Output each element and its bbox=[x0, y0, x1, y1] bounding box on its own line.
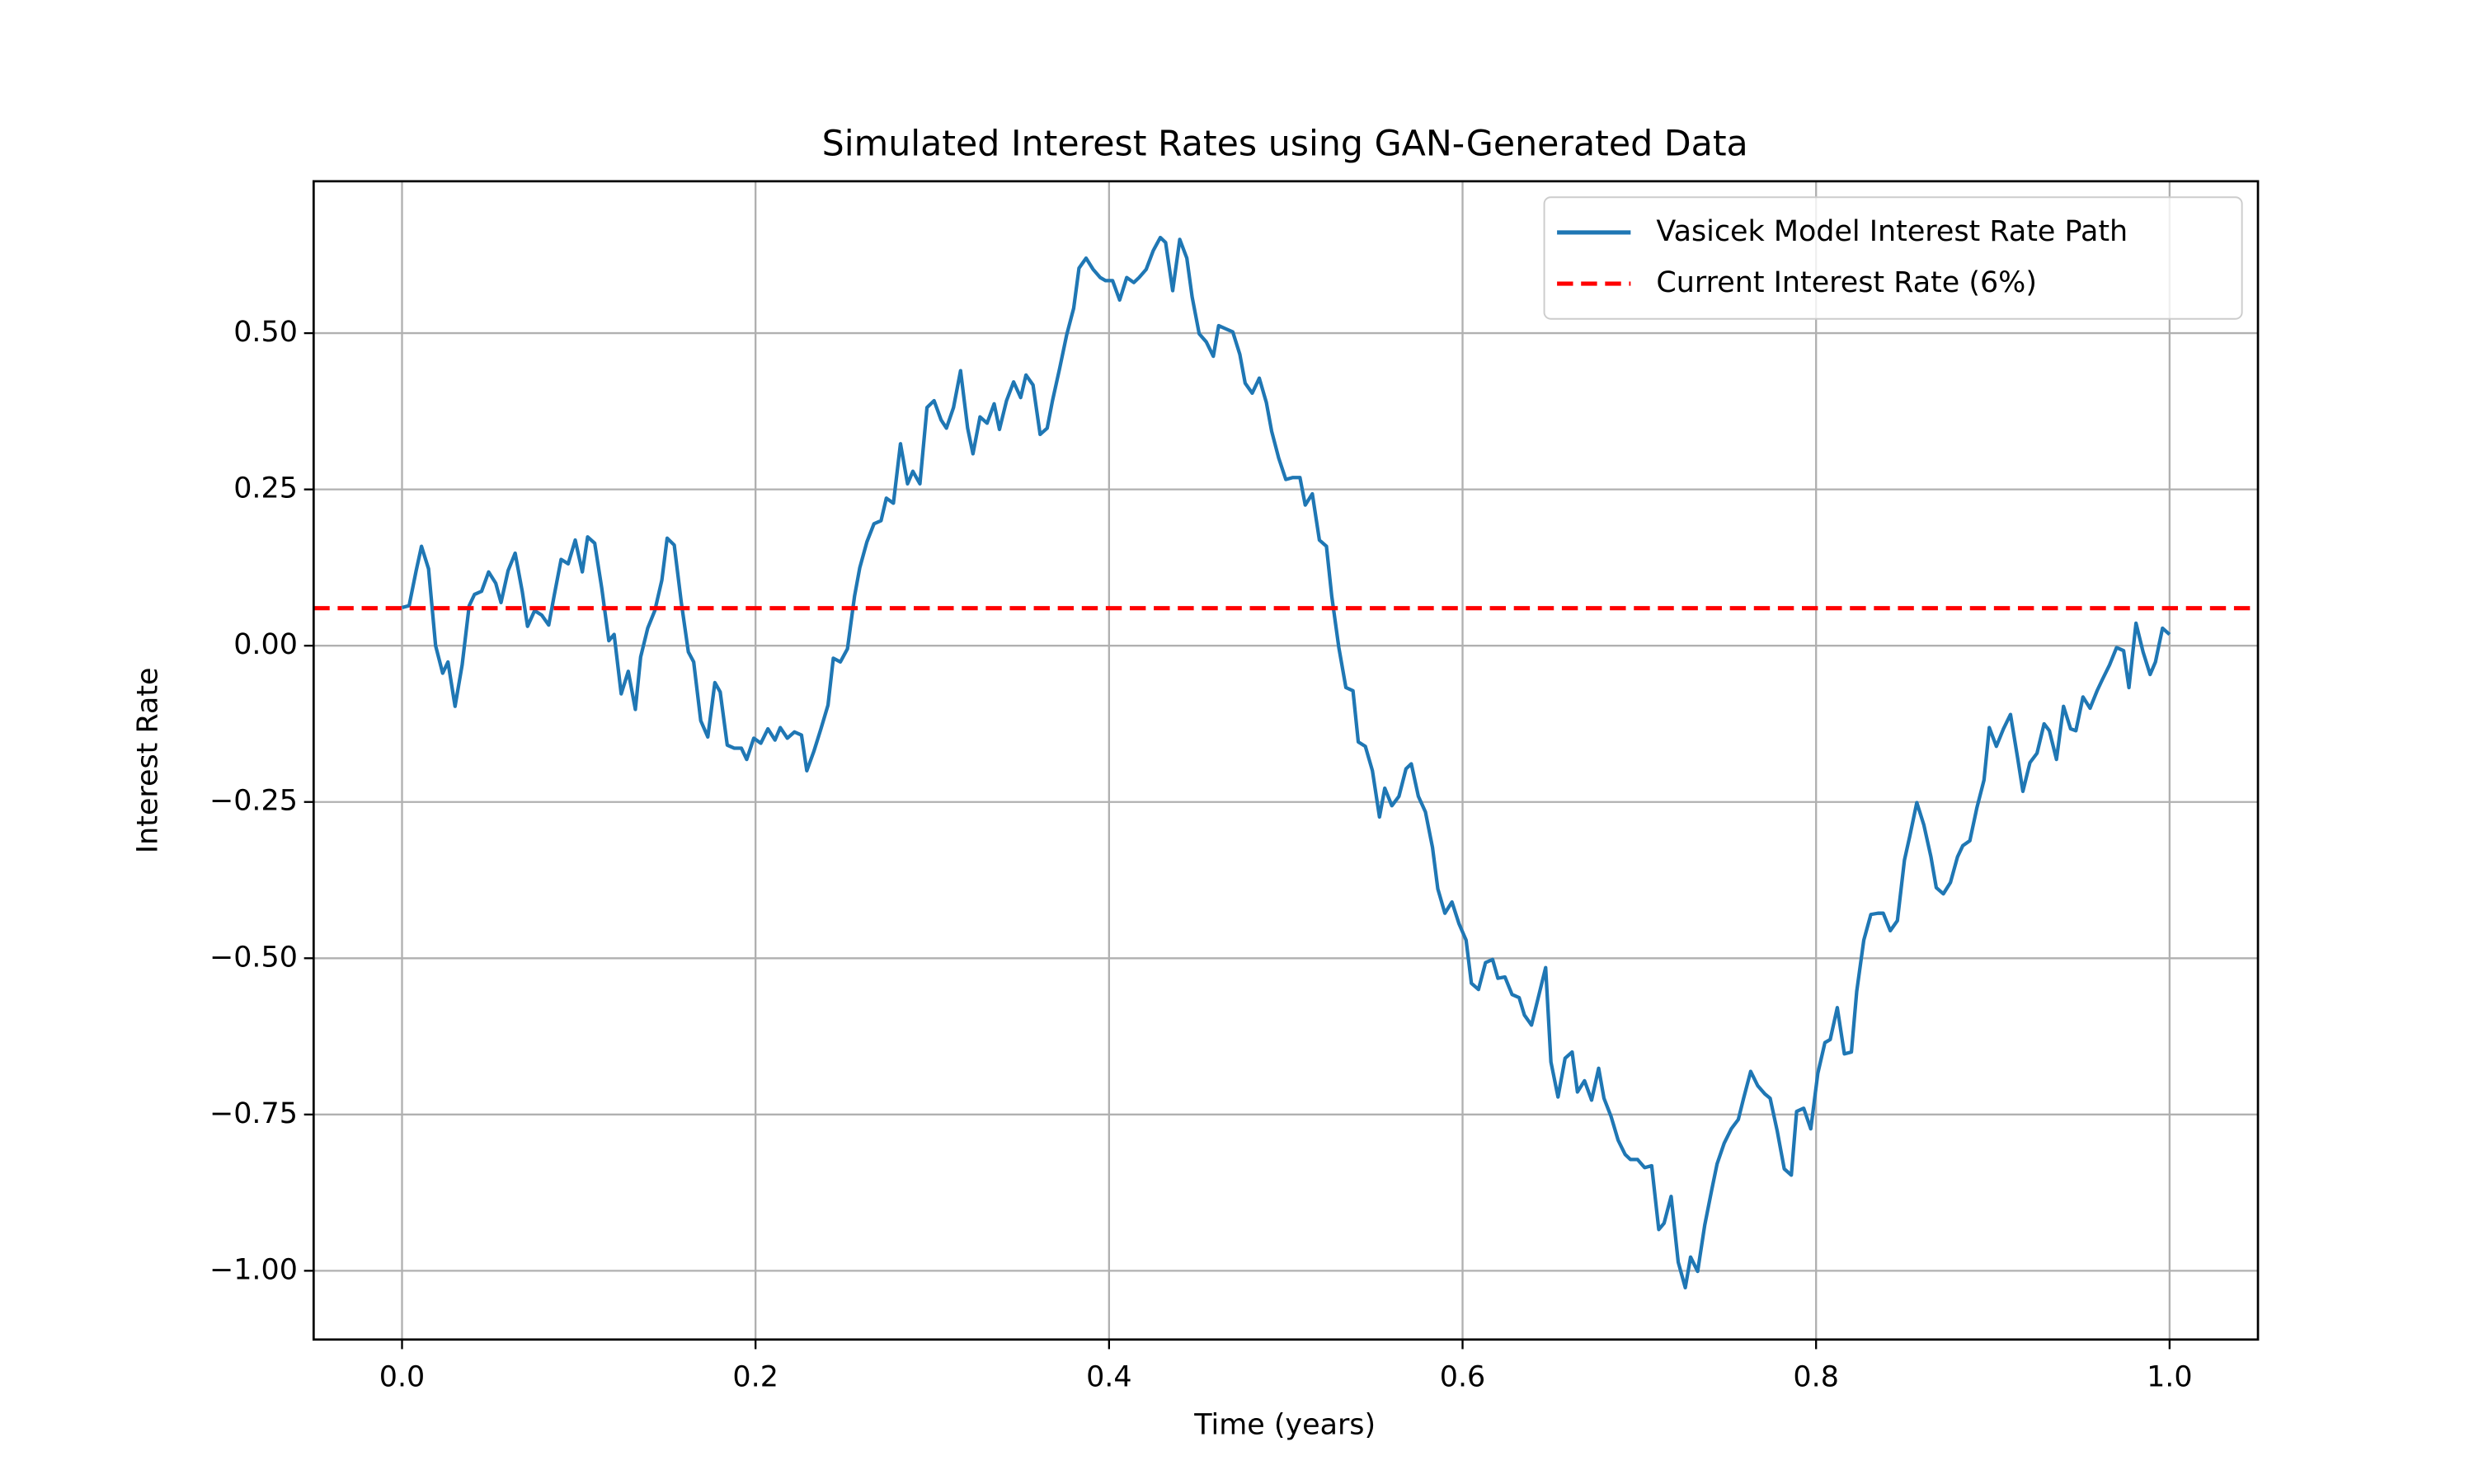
plot-frame bbox=[312, 180, 2260, 1341]
x-tick-label: 0.6 bbox=[1440, 1360, 1486, 1393]
legend: Vasicek Model Interest Rate Path Current … bbox=[1543, 196, 2243, 320]
y-tick-label: 0.00 bbox=[233, 628, 298, 661]
x-tick-label: 0.0 bbox=[379, 1360, 426, 1393]
plot-layer: 0.0 0.2 0.4 0.6 0.8 1.0 −1.00 −0.75 −0.50 −0.25 0.… bbox=[209, 180, 2260, 1393]
y-tick-label: −0.50 bbox=[209, 941, 298, 974]
y-tick-label: −1.00 bbox=[209, 1253, 298, 1286]
y-tick-label: 0.25 bbox=[233, 472, 298, 505]
x-tick-label: 0.2 bbox=[732, 1360, 778, 1393]
chart-title: Simulated Interest Rates using GAN-Gener… bbox=[822, 124, 1748, 165]
x-tick-label: 0.4 bbox=[1086, 1360, 1132, 1393]
x-tick-label: 1.0 bbox=[2147, 1360, 2193, 1393]
y-tick-label: −0.75 bbox=[209, 1097, 298, 1130]
series-line bbox=[401, 235, 2171, 1289]
y-tick-label: 0.50 bbox=[233, 316, 298, 349]
x-tick-label: 0.8 bbox=[1793, 1360, 1839, 1393]
y-tick-label: −0.25 bbox=[209, 785, 298, 818]
legend-box bbox=[1543, 196, 2243, 320]
legend-label: Vasicek Model Interest Rate Path bbox=[1656, 215, 2128, 248]
legend-label: Current Interest Rate (6%) bbox=[1656, 266, 2037, 299]
x-axis-label: Time (years) bbox=[1193, 1409, 1376, 1442]
y-axis-label: Interest Rate bbox=[131, 667, 164, 853]
